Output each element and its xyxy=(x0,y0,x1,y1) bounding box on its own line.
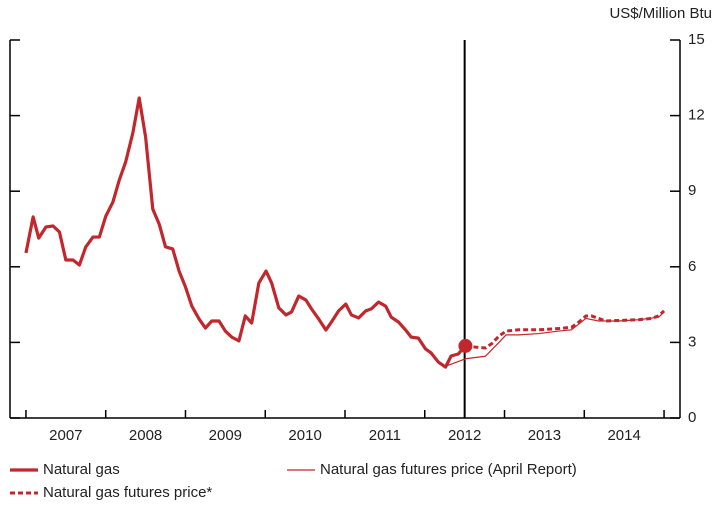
legend-label: Natural gas futures price* xyxy=(43,484,212,501)
x-tick-label: 2007 xyxy=(49,427,82,444)
x-tick-label: 2013 xyxy=(528,427,561,444)
x-tick-label: 2014 xyxy=(607,427,640,444)
legend-label: Natural gas xyxy=(43,461,120,478)
y-tick-label: 9 xyxy=(688,182,696,199)
y-tick-label: 12 xyxy=(688,107,705,124)
x-tick-label: 2010 xyxy=(288,427,321,444)
x-tick-label: 2011 xyxy=(369,427,401,444)
y-tick-label: 0 xyxy=(688,409,696,426)
x-tick-label: 2009 xyxy=(209,427,242,444)
x-tick-label: 2012 xyxy=(448,427,481,444)
y-tick-label: 15 xyxy=(688,31,705,48)
x-tick-label: 2008 xyxy=(129,427,162,444)
legend-label: Natural gas futures price (April Report) xyxy=(320,461,577,478)
series-line xyxy=(24,96,467,369)
y-axis-label: US$/Million Btu xyxy=(609,5,712,22)
series-line xyxy=(465,309,666,350)
y-tick-label: 3 xyxy=(688,333,696,350)
y-tick-label: 6 xyxy=(688,258,696,275)
